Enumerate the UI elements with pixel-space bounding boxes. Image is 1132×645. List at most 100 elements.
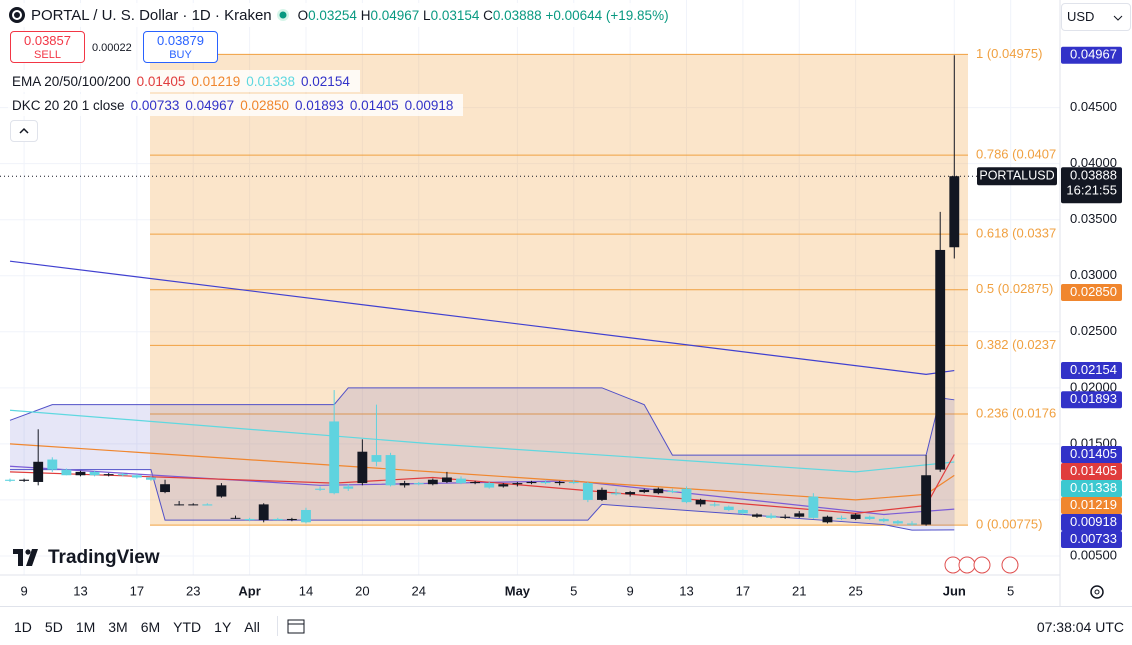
- candle-body: [625, 492, 636, 495]
- range-button[interactable]: 1D: [14, 619, 32, 635]
- candle-body: [131, 475, 142, 478]
- band-line: [9, 387, 955, 456]
- price-tag: [1061, 362, 1122, 380]
- candle-body: [146, 477, 156, 480]
- candle-body: [470, 481, 481, 484]
- x-tick-label: 20: [355, 583, 369, 598]
- x-tick-label: 9: [627, 583, 634, 598]
- candle-body: [258, 504, 269, 521]
- candle-body: [723, 506, 734, 510]
- candle-body: [329, 421, 340, 494]
- settings-icon[interactable]: [1090, 585, 1104, 599]
- price-tag: [1061, 497, 1122, 515]
- x-tick-label: 23: [186, 583, 200, 598]
- candle-body: [554, 481, 565, 484]
- candle-body: [89, 471, 100, 476]
- price-tag-text: 0.01338: [1070, 480, 1117, 495]
- collapse-button[interactable]: [10, 120, 38, 142]
- range-button[interactable]: All: [244, 619, 260, 635]
- indicator-legend[interactable]: DKC 20 20 1 close 0.00733 0.04967 0.02850 0.…: [8, 94, 464, 116]
- fib-label: 0.618 (0.0337: [976, 226, 1056, 241]
- candle-body: [174, 504, 185, 506]
- range-button[interactable]: YTD: [173, 619, 202, 635]
- price-tag: [1061, 167, 1122, 204]
- y-tick-label: 0.04500: [1070, 99, 1117, 114]
- sell-price: 0.03857: [24, 33, 71, 48]
- event-flags: [944, 556, 1019, 574]
- logo-text: TradingView: [48, 547, 160, 568]
- candle-body: [864, 516, 875, 519]
- ohlc: O0.03254 H0.04967 L0.03154 C0.03888 +0.0…: [298, 8, 669, 23]
- ohlc-label: L: [423, 7, 431, 23]
- price-tag: [1061, 284, 1122, 302]
- range-button[interactable]: 5D: [44, 619, 63, 635]
- candle-body: [878, 518, 889, 522]
- ohlc-label: H: [360, 7, 371, 23]
- price-tag-text: 0.01405: [1070, 446, 1117, 461]
- price-tag: [1061, 446, 1122, 464]
- candle-body: [230, 517, 241, 519]
- candle-body: [343, 486, 354, 489]
- spread: 0.00022: [92, 42, 132, 54]
- x-tick-label: 13: [679, 583, 693, 598]
- axis-layer: 0.005000.010000.015000.020000.025000.030…: [0, 47, 1122, 598]
- logo: TradingView: [13, 547, 160, 568]
- ohlc-value: 0.03154: [430, 7, 480, 23]
- fib-label: 0 (0.00775): [976, 517, 1043, 532]
- bottom-toolbar: 07:38:04 UTC 1D 5D 1M 3M 6M YTD 1Y All: [0, 606, 1132, 645]
- price-tag-text: 0.01405: [1070, 463, 1117, 478]
- symbol-name[interactable]: PORTAL / U. S. Dollar · 1D · Kraken: [31, 6, 272, 24]
- price-tag-text: 0.02154: [1070, 362, 1117, 377]
- range-button[interactable]: 3M: [108, 619, 128, 635]
- sell-button[interactable]: 0.03857 SELL: [10, 31, 85, 63]
- sell-label: SELL: [34, 49, 61, 61]
- indicator-value: 0.02154: [301, 73, 350, 89]
- candle-body: [117, 474, 128, 476]
- candle-body: [75, 471, 86, 476]
- candle-body: [836, 517, 847, 519]
- candle-body: [921, 475, 932, 525]
- x-tick-label: Jun: [943, 583, 966, 598]
- indicator-legend[interactable]: EMA 20/50/100/200 0.01405 0.01219 0.01338 0.…: [8, 70, 360, 92]
- currency-select[interactable]: USD: [1061, 3, 1131, 31]
- candle-body: [301, 509, 311, 523]
- candle-body: [19, 479, 30, 481]
- calendar-icon[interactable]: [285, 616, 307, 636]
- range-button[interactable]: 1M: [75, 619, 96, 635]
- symbol-icon: [9, 7, 25, 23]
- y-tick-label: 0.03500: [1070, 211, 1117, 226]
- symbol-header: PORTAL / U. S. Dollar · 1D · Kraken O0.0…: [8, 3, 675, 27]
- candle-body: [272, 518, 283, 521]
- buy-button[interactable]: 0.03879 BUY: [143, 31, 218, 63]
- candle-body: [709, 504, 720, 506]
- x-tick-label: 14: [299, 583, 313, 598]
- range-button[interactable]: 1Y: [214, 619, 232, 635]
- indicator-name: DKC 20 20 1 close: [12, 97, 125, 113]
- candle-body: [949, 176, 960, 248]
- clock: 07:38:04 UTC: [1036, 619, 1124, 635]
- candle-body: [794, 513, 805, 517]
- range-button[interactable]: 6M: [140, 619, 161, 635]
- candle-body: [695, 499, 706, 505]
- indicator-value: 0.02850: [240, 97, 289, 113]
- x-tick-label: 13: [73, 583, 87, 598]
- candle-body: [822, 516, 833, 523]
- candle-body: [61, 469, 72, 476]
- price-tag: [1061, 514, 1122, 532]
- candle-layer: [5, 55, 960, 526]
- buy-price: 0.03879: [157, 33, 204, 48]
- price-tag: [1061, 531, 1122, 549]
- fib-layer: 1 (0.04975) 0.786 (0.0407 0.618 (0.0337 0.5…: [150, 46, 1056, 532]
- indicator-name: EMA 20/50/100/200: [12, 73, 131, 89]
- candle-body: [935, 249, 946, 470]
- ohlc-value: 0.03888: [492, 7, 542, 23]
- candle-body: [667, 490, 678, 493]
- price-tag: [1061, 391, 1122, 409]
- price-tag-text: 0.02850: [1070, 284, 1117, 299]
- ohlc-label: O: [297, 7, 309, 23]
- y-tick-label: 0.03000: [1070, 267, 1117, 282]
- candle-body: [597, 489, 607, 500]
- x-tick-label: 25: [848, 583, 862, 598]
- candle-body: [737, 509, 748, 514]
- countdown: 16:21:55: [1066, 183, 1117, 198]
